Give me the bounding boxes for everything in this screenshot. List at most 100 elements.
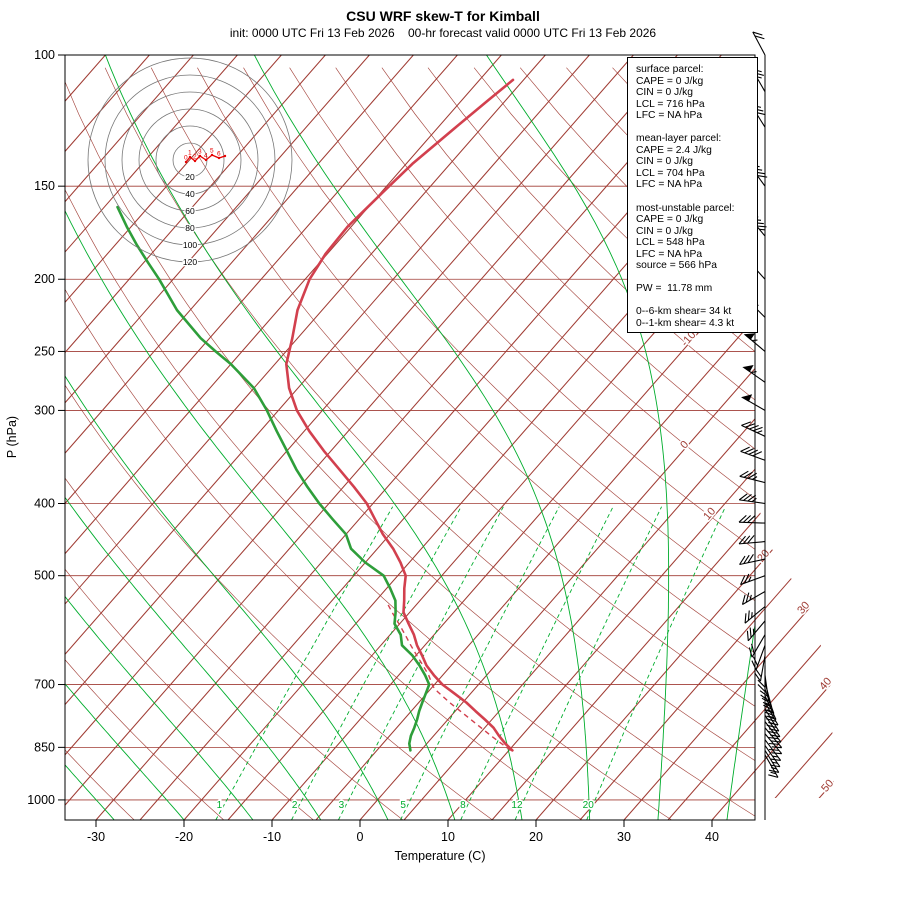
info-line: CIN = 0 J/kg (636, 87, 693, 99)
info-line: source = 566 hPa (636, 260, 718, 272)
wind-barb (752, 31, 766, 56)
wind-barb (744, 606, 766, 624)
wind-barb (742, 365, 766, 383)
wind-barb (741, 394, 766, 411)
info-line (636, 272, 757, 284)
parcel-info-box: surface parcel: CAPE = 0 J/kg CIN = 0 J/kg… (627, 57, 758, 333)
wind-barb (759, 675, 770, 702)
hodograph-ring (138, 108, 242, 212)
hodograph-trace-point (193, 159, 197, 163)
hodograph-height-label: 1 (188, 150, 192, 157)
wind-barb (764, 754, 779, 778)
isotherm-label: 30 (795, 599, 812, 616)
wind-barb (757, 665, 766, 692)
wind-barb (738, 514, 766, 524)
info-line: CAPE = 0 J/kg (636, 75, 704, 87)
x-tick-label: -10 (263, 830, 281, 844)
hodograph-ring-label: 60 (185, 206, 195, 216)
mixing-ratio-label: 1 (217, 800, 223, 811)
info-line: surface parcel: (636, 64, 704, 75)
mixing-ratio-label: 8 (460, 800, 466, 811)
isotherm-label: 40 (817, 675, 834, 692)
wind-barb (740, 573, 766, 586)
y-tick-label: 700 (34, 678, 55, 692)
isotherm-label: 50 (819, 777, 836, 794)
hodograph-ring (121, 91, 259, 229)
x-tick-label: 40 (705, 830, 719, 844)
hodograph-height-label: 6 (217, 151, 221, 158)
info-line: CAPE = 2.4 J/kg (636, 144, 712, 156)
wind-barb (763, 688, 775, 715)
wind-barb (739, 554, 766, 566)
hodograph-trace-point (217, 156, 221, 160)
hodograph-ring (87, 57, 293, 263)
hodograph-trace-point (204, 158, 208, 162)
hodograph-ring (104, 74, 276, 246)
mixing-ratio-label: 20 (583, 800, 595, 811)
plot-frame (64, 54, 756, 821)
wind-barb (739, 470, 766, 484)
info-line: CAPE = 0 J/kg (636, 214, 704, 226)
info-line: PW = 11.78 mm (636, 283, 713, 295)
wind-barb (740, 446, 766, 461)
moist-adiabat-lines (65, 55, 755, 820)
hodograph-height-label: 3 (198, 149, 202, 156)
hodograph-ring-label: 80 (185, 223, 195, 233)
wind-barb (746, 620, 766, 642)
hodograph-trace-point (223, 154, 227, 158)
hodograph-ring-label: 120 (183, 257, 197, 267)
y-tick-label: 250 (34, 344, 55, 358)
page-subtitle: init: 0000 UTC Fri 13 Feb 2026 00-hr for… (229, 26, 657, 40)
wind-barb (741, 590, 766, 605)
y-tick-label: 850 (34, 740, 55, 754)
wind-barb (738, 535, 766, 545)
info-line: CIN = 0 J/kg (636, 225, 693, 237)
hodograph-ring-label: 100 (183, 240, 197, 250)
y-tick-label: 200 (34, 272, 55, 286)
wind-barb (764, 702, 779, 726)
y-tick-label: 100 (34, 48, 55, 62)
info-line (636, 295, 757, 307)
hodograph-height-label: 4 (204, 153, 208, 160)
x-tick-label: 20 (529, 830, 543, 844)
parcel-profile (386, 603, 512, 751)
y-tick-label: 500 (34, 569, 55, 583)
mixing-ratio-lines (215, 506, 726, 820)
hodograph-height-label: 2 (193, 154, 197, 161)
info-line: LFC = NA hPa (636, 110, 703, 122)
x-tick-label: 30 (617, 830, 631, 844)
hodograph-ring (155, 125, 225, 195)
hodograph-trace-point (210, 153, 214, 157)
wind-barb (738, 493, 766, 505)
axis-ticks (58, 54, 713, 827)
page-title: CSU WRF skew-T for Kimball (346, 8, 540, 24)
wind-barb (764, 745, 781, 768)
x-tick-label: 0 (357, 830, 364, 844)
mixing-ratio-label: 12 (511, 800, 523, 811)
isotherm-label: 20 (755, 547, 772, 564)
hodograph-ring-label: 20 (185, 172, 195, 182)
wind-barb (754, 655, 766, 682)
hodograph-ring-labels: 20 40 60 80 100 120 (182, 171, 199, 269)
hodograph-height-label: 0 (184, 155, 188, 162)
info-line: LFC = NA hPa (636, 248, 703, 260)
info-line: LCL = 704 hPa (636, 167, 705, 179)
info-line (636, 191, 757, 203)
mixing-ratio-labels: 1 2 3 5 8 12 20 (215, 799, 596, 813)
y-axis-title: P (hPa) (5, 416, 19, 458)
hodograph-trace-point (188, 155, 192, 159)
info-line (636, 122, 757, 134)
hodograph-ring-label: 40 (185, 189, 195, 199)
x-axis-title: Temperature (C) (395, 849, 486, 863)
mixing-ratio-label: 2 (292, 800, 298, 811)
info-line: mean-layer parcel: (636, 133, 722, 145)
info-line: LFC = NA hPa (636, 179, 703, 191)
y-tick-label: 400 (34, 496, 55, 510)
y-tick-label: 1000 (27, 793, 55, 807)
isotherm-label: 0 (678, 439, 691, 451)
